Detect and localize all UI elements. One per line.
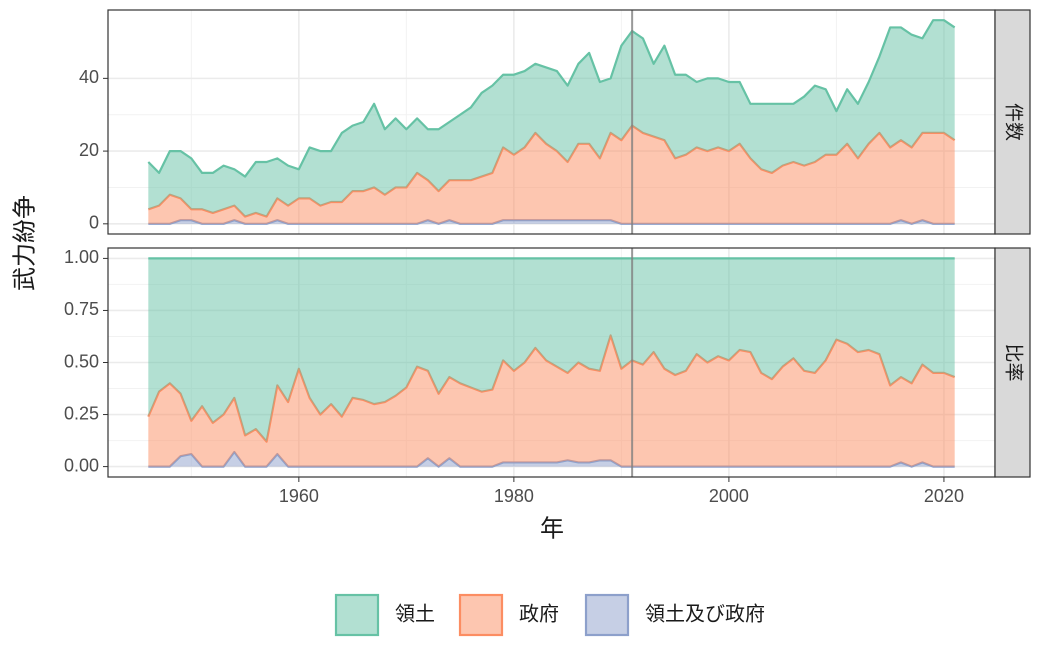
legend-label: 領土及び政府 xyxy=(645,602,765,625)
x-tick-label: 1980 xyxy=(494,486,534,506)
y-tick-label: 40 xyxy=(79,67,99,87)
strip xyxy=(994,9,1031,235)
strip-label: 件数 xyxy=(1002,103,1024,141)
legend-key xyxy=(334,593,380,637)
x-tick-label: 2020 xyxy=(924,486,964,506)
y-tick-label: 0.75 xyxy=(64,299,99,319)
y-tick-label: 0.00 xyxy=(64,455,99,475)
strip-label: 比率 xyxy=(1002,343,1024,381)
y-tick-label: 0 xyxy=(89,213,99,233)
y-tick-label: 0.50 xyxy=(64,351,99,371)
x-axis-label: 年 xyxy=(540,515,564,542)
area-fill xyxy=(148,125,955,224)
legend-label: 領土 xyxy=(395,602,435,625)
legend-key xyxy=(458,593,504,637)
y-tick-label: 1.00 xyxy=(64,247,99,267)
x-tick-label: 2000 xyxy=(709,486,749,506)
area-fill xyxy=(148,452,955,467)
y-tick-label: 0.25 xyxy=(64,403,99,423)
y-tick-label: 20 xyxy=(79,140,99,160)
legend-key xyxy=(584,593,630,637)
area-fill xyxy=(148,258,955,442)
area-fill xyxy=(148,20,955,217)
area-line xyxy=(147,19,956,178)
area-line xyxy=(147,334,956,443)
area-fill xyxy=(148,335,955,467)
strip xyxy=(994,247,1031,478)
area-fill xyxy=(148,220,955,224)
legend-label: 政府 xyxy=(519,602,559,625)
x-tick-label: 1960 xyxy=(279,486,319,506)
y-axis-label: 武力紛争 xyxy=(11,195,38,291)
